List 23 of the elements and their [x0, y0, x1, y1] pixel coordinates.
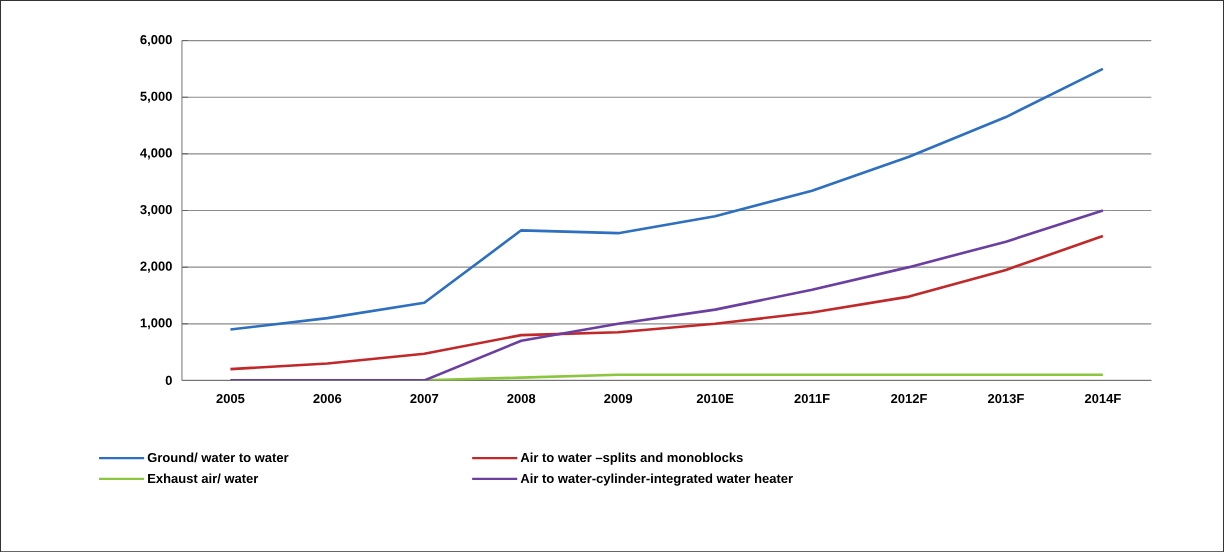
x-tick-label: 2011F — [794, 393, 830, 403]
x-tick-label: 2013F — [987, 393, 1024, 404]
x-tick-label: 2005 — [216, 393, 245, 403]
x-tick-label: 2010E — [696, 393, 734, 403]
x-tick-label: 2007 — [410, 393, 439, 403]
legend-label: Air to water-cylinder-integrated water heater — [520, 473, 793, 486]
x-tick-label: 2009 — [604, 393, 633, 403]
legend-label: Air to water –splits and monoblocks — [520, 452, 743, 465]
y-tick-label: 5,000 — [140, 91, 172, 103]
line-series — [229, 234, 1105, 371]
y-tick-label: 3,000 — [140, 204, 172, 216]
x-tick-label: 2006 — [313, 393, 342, 403]
x-tick-label: 2014F — [1084, 393, 1121, 403]
y-tick-label: 1,000 — [140, 318, 172, 330]
legend-label: Ground/ water to water — [147, 452, 289, 463]
y-tick-label: 2,000 — [140, 261, 172, 273]
x-tick-label: 2012F — [891, 393, 927, 403]
y-tick-label: 6,000 — [140, 34, 172, 46]
x-tick-label: 2008 — [507, 393, 536, 403]
legend-label: Exhaust air/ water — [148, 473, 259, 483]
y-tick-label: 4,000 — [140, 148, 172, 160]
line-series — [229, 67, 1105, 331]
y-tick-label: 0 — [165, 375, 172, 385]
